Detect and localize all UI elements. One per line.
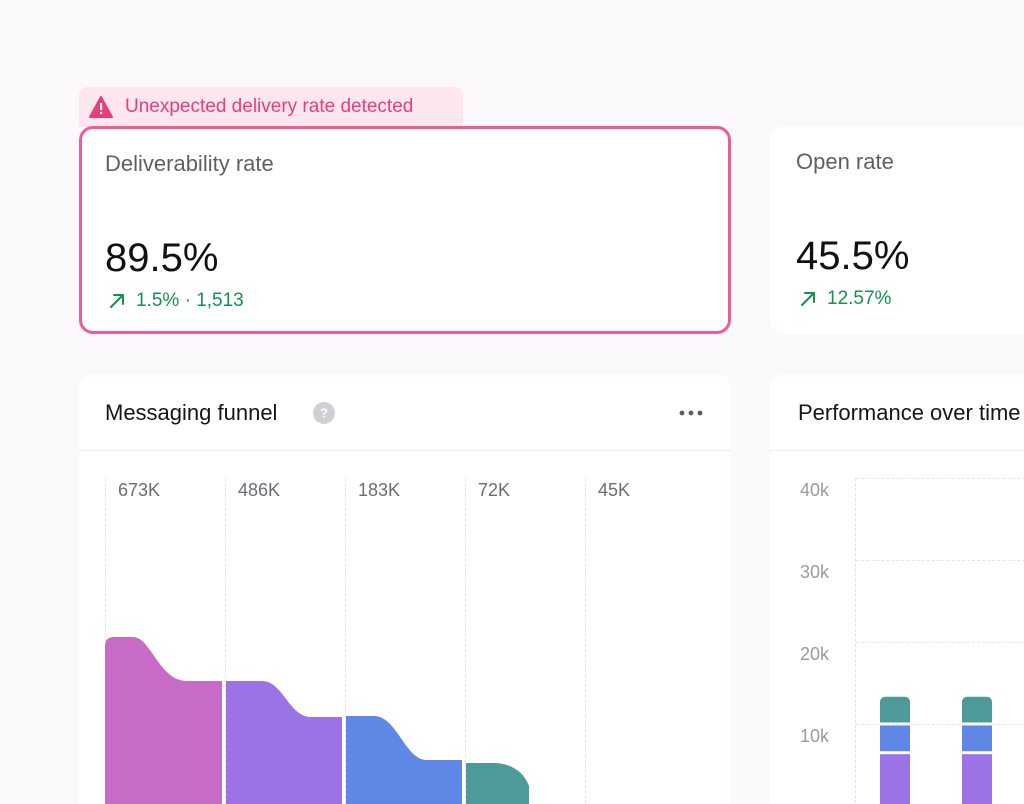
panel-divider bbox=[770, 450, 1024, 451]
warning-icon bbox=[89, 96, 113, 118]
bar-segment-segment-2 bbox=[880, 725, 910, 752]
funnel-stage-value: 183K bbox=[358, 480, 401, 500]
messaging-funnel-panel: Messaging funnel ? 673K 486K 183K 72K 45… bbox=[79, 374, 731, 804]
svg-text:?: ? bbox=[320, 406, 328, 421]
performance-panel: Performance over time 40k 30k 20k 10k bbox=[770, 374, 1024, 804]
funnel-segment bbox=[105, 637, 222, 804]
bar-segment-segment-3-base bbox=[880, 709, 910, 723]
funnel-stage-value: 45K bbox=[598, 480, 631, 500]
funnel-segment bbox=[466, 763, 529, 804]
funnel-stage-line bbox=[105, 478, 106, 804]
bar-segment-segment-1 bbox=[962, 754, 992, 804]
funnel-stage-value: 486K bbox=[238, 480, 281, 500]
performance-chart bbox=[880, 696, 992, 804]
y-tick-label: 40k bbox=[800, 480, 830, 500]
metric-delta-text: 12.57% bbox=[827, 288, 892, 309]
y-axis-line bbox=[855, 478, 856, 804]
deliverability-card[interactable]: Deliverability rate 89.5% 1.5% · 1,513 bbox=[79, 126, 731, 334]
funnel-segment bbox=[226, 681, 342, 804]
alert-banner: Unexpected delivery rate detected bbox=[79, 87, 463, 127]
more-horizontal-icon[interactable] bbox=[678, 408, 704, 418]
open-rate-card[interactable]: Open rate 45.5% 12.57% bbox=[770, 126, 1024, 334]
bar-segment-segment-3-base bbox=[962, 709, 992, 723]
panel-title: Messaging funnel bbox=[105, 400, 278, 425]
funnel-stage-value: 72K bbox=[478, 480, 511, 500]
funnel-chart bbox=[105, 637, 529, 804]
panel-divider bbox=[79, 450, 731, 451]
alert-text: Unexpected delivery rate detected bbox=[125, 96, 414, 117]
metric-delta-text: 1.5% · 1,513 bbox=[136, 290, 244, 311]
gridline bbox=[856, 478, 1024, 479]
bar-segment-segment-1 bbox=[880, 754, 910, 804]
y-tick-label: 30k bbox=[800, 562, 830, 582]
gridline bbox=[856, 560, 1024, 561]
metric-label: Deliverability rate bbox=[105, 151, 274, 176]
funnel-stage-line bbox=[345, 478, 346, 804]
arrow-up-right-icon bbox=[110, 294, 124, 308]
question-icon[interactable]: ? bbox=[313, 402, 335, 424]
metric-value: 45.5% bbox=[796, 234, 910, 278]
funnel-stage-line bbox=[225, 478, 226, 804]
metric-value: 89.5% bbox=[105, 236, 219, 280]
bar-segment-segment-2 bbox=[962, 725, 992, 752]
funnel-stage-line bbox=[465, 478, 466, 804]
metric-delta: 1.5% · 1,513 bbox=[108, 290, 244, 312]
funnel-stage-line bbox=[585, 478, 586, 804]
arrow-up-right-icon bbox=[801, 292, 815, 306]
funnel-stage-value: 673K bbox=[118, 480, 161, 500]
y-tick-label: 20k bbox=[800, 644, 830, 664]
gridline bbox=[856, 642, 1024, 643]
metric-label: Open rate bbox=[796, 149, 894, 174]
metric-delta: 12.57% bbox=[799, 288, 891, 310]
gridline bbox=[856, 724, 1024, 725]
y-tick-label: 10k bbox=[800, 726, 830, 746]
funnel-segment bbox=[346, 716, 462, 804]
panel-title: Performance over time bbox=[798, 400, 1021, 425]
